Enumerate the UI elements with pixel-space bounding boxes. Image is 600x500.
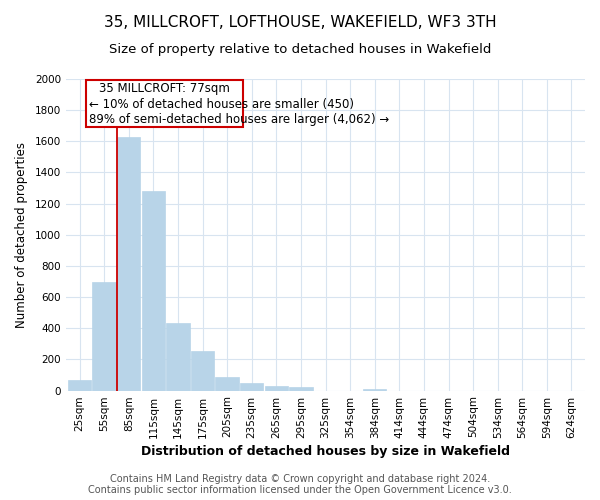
Bar	[240, 383, 263, 390]
Text: 35 MILLCROFT: 77sqm: 35 MILLCROFT: 77sqm	[100, 82, 230, 95]
FancyBboxPatch shape	[86, 80, 243, 128]
Bar	[289, 388, 313, 390]
Bar	[363, 388, 386, 390]
Text: ← 10% of detached houses are smaller (450): ← 10% of detached houses are smaller (45…	[89, 98, 355, 111]
Bar	[68, 380, 91, 390]
Text: 35, MILLCROFT, LOFTHOUSE, WAKEFIELD, WF3 3TH: 35, MILLCROFT, LOFTHOUSE, WAKEFIELD, WF3…	[104, 15, 496, 30]
Bar	[215, 377, 239, 390]
X-axis label: Distribution of detached houses by size in Wakefield: Distribution of detached houses by size …	[141, 444, 510, 458]
Text: Contains HM Land Registry data © Crown copyright and database right 2024.: Contains HM Land Registry data © Crown c…	[110, 474, 490, 484]
Bar	[191, 351, 214, 391]
Bar	[117, 136, 140, 390]
Bar	[142, 191, 165, 390]
Bar	[92, 282, 116, 391]
Bar	[265, 386, 288, 390]
Text: Contains public sector information licensed under the Open Government Licence v3: Contains public sector information licen…	[88, 485, 512, 495]
Text: 89% of semi-detached houses are larger (4,062) →: 89% of semi-detached houses are larger (…	[89, 113, 389, 126]
Y-axis label: Number of detached properties: Number of detached properties	[15, 142, 28, 328]
Bar	[166, 323, 190, 390]
Text: Size of property relative to detached houses in Wakefield: Size of property relative to detached ho…	[109, 42, 491, 56]
